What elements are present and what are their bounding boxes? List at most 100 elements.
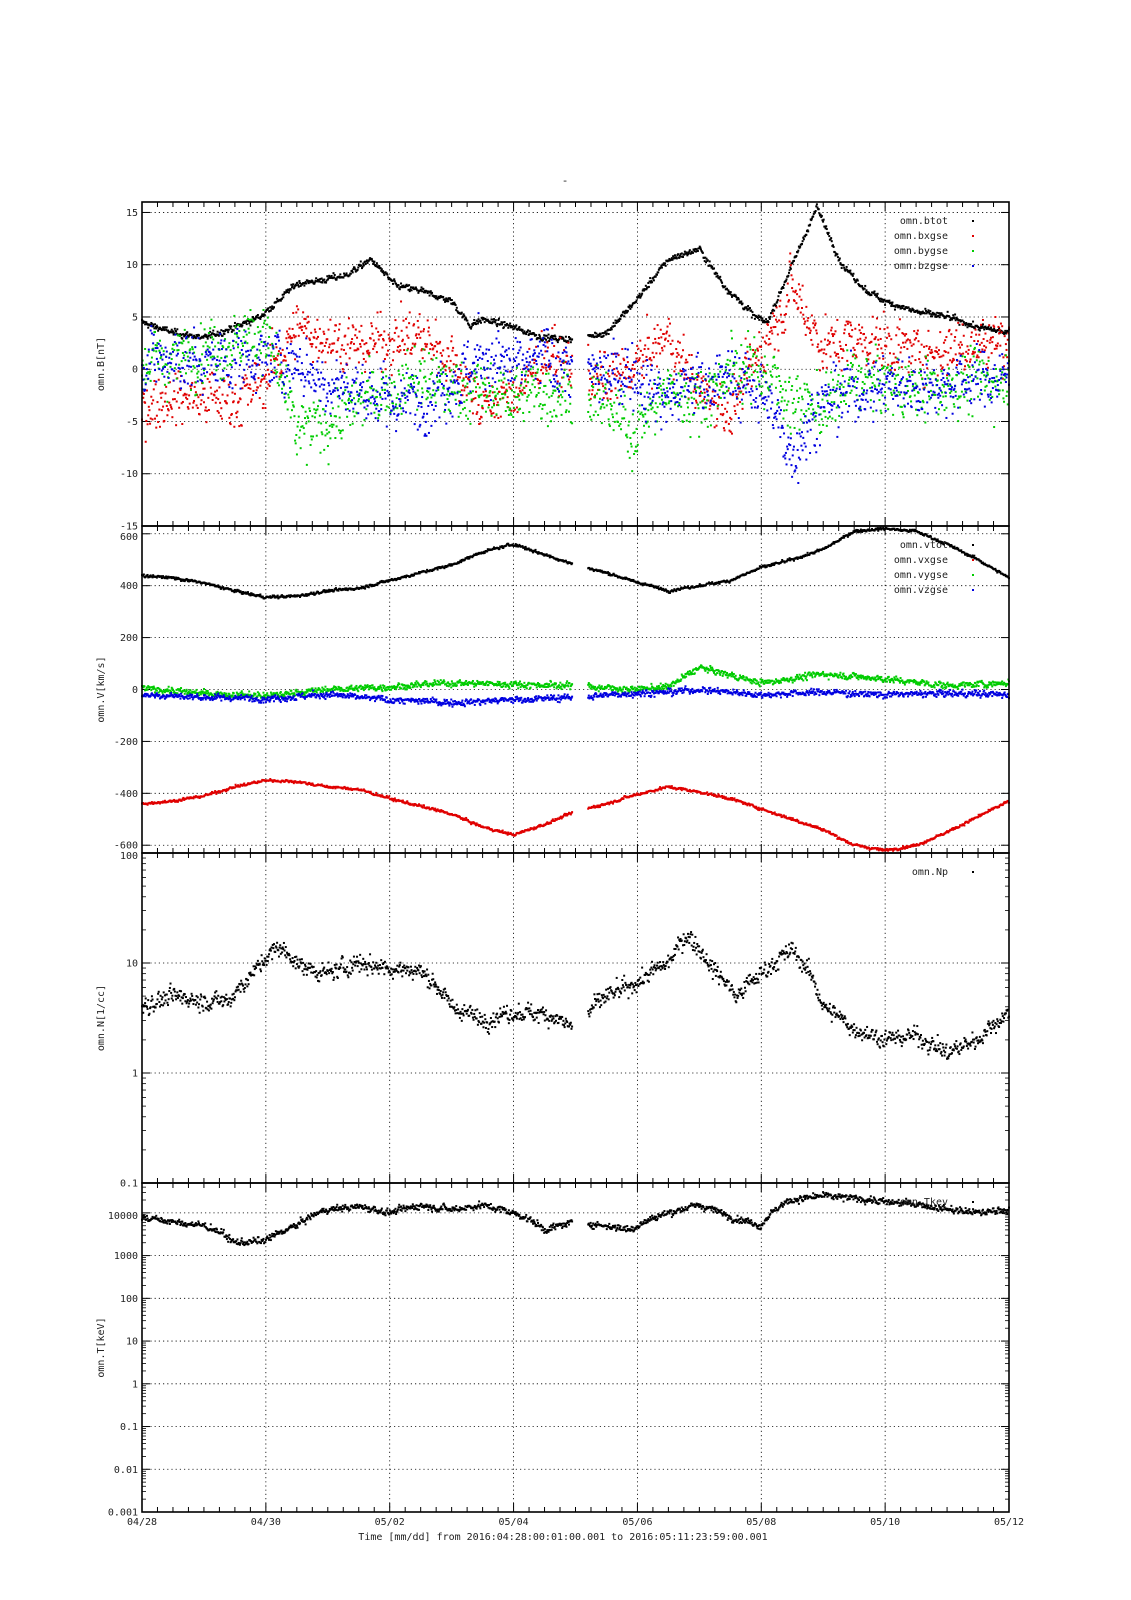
data-point xyxy=(955,316,958,319)
data-point xyxy=(170,407,173,410)
data-point xyxy=(928,395,931,398)
data-point xyxy=(688,354,691,357)
data-point xyxy=(554,357,557,360)
data-point xyxy=(718,396,721,399)
data-point xyxy=(587,393,590,396)
data-point xyxy=(552,334,555,337)
data-point xyxy=(387,333,390,336)
data-point xyxy=(308,337,311,340)
data-point xyxy=(166,370,169,373)
data-point xyxy=(466,377,469,380)
data-point xyxy=(334,436,337,439)
data-point xyxy=(977,325,980,328)
data-point xyxy=(871,333,874,336)
data-point xyxy=(647,285,650,288)
data-point xyxy=(708,380,711,383)
data-point xyxy=(745,365,748,368)
data-point xyxy=(448,386,451,389)
data-point xyxy=(213,357,216,360)
data-point xyxy=(290,340,293,343)
data-point xyxy=(240,360,243,363)
data-point xyxy=(228,386,231,389)
data-point xyxy=(621,348,624,351)
data-point xyxy=(487,376,490,379)
data-point xyxy=(382,270,385,273)
data-point xyxy=(595,362,598,365)
data-point xyxy=(514,360,517,363)
data-point xyxy=(446,398,449,401)
data-point xyxy=(314,390,317,393)
data-point xyxy=(179,370,182,373)
data-point xyxy=(981,325,984,328)
data-point xyxy=(597,380,600,383)
data-point xyxy=(931,311,934,314)
data-point xyxy=(628,306,631,309)
data-point xyxy=(507,402,510,405)
data-point xyxy=(387,276,390,279)
data-point xyxy=(268,325,271,328)
data-point xyxy=(831,335,834,338)
data-point xyxy=(415,288,418,291)
data-point xyxy=(299,447,302,450)
data-point xyxy=(455,379,458,382)
data-point xyxy=(564,411,567,414)
data-point xyxy=(356,268,359,271)
data-point xyxy=(677,353,680,356)
data-point xyxy=(203,334,206,337)
data-point xyxy=(905,333,908,336)
data-point xyxy=(993,426,996,429)
data-point xyxy=(767,321,770,324)
data-point xyxy=(228,416,231,419)
data-point xyxy=(203,367,206,370)
data-point xyxy=(520,378,523,381)
data-point xyxy=(633,374,636,377)
data-point xyxy=(310,438,313,441)
data-point xyxy=(627,386,630,389)
data-point xyxy=(927,309,930,312)
data-point xyxy=(341,399,344,402)
data-point xyxy=(470,374,473,377)
data-point xyxy=(900,346,903,349)
data-point xyxy=(895,334,898,337)
data-point xyxy=(957,343,960,346)
data-point xyxy=(530,338,533,341)
data-point xyxy=(815,369,818,372)
data-point xyxy=(815,203,818,206)
data-point xyxy=(168,372,171,375)
data-point xyxy=(883,372,886,375)
data-point xyxy=(941,367,944,370)
data-point xyxy=(912,343,915,346)
data-point xyxy=(871,382,874,385)
data-point xyxy=(762,371,765,374)
data-point xyxy=(409,383,412,386)
data-point xyxy=(253,378,256,381)
data-point xyxy=(765,318,768,321)
data-point xyxy=(700,250,703,253)
data-point xyxy=(771,312,774,315)
data-point xyxy=(449,379,452,382)
data-point xyxy=(711,378,714,381)
data-point xyxy=(787,300,790,303)
data-point xyxy=(699,246,702,249)
data-point xyxy=(423,348,426,351)
data-point xyxy=(184,359,187,362)
data-point xyxy=(276,381,279,384)
data-point xyxy=(515,356,518,359)
data-point xyxy=(359,264,362,267)
data-point xyxy=(567,410,570,413)
data-point xyxy=(954,353,957,356)
data-point xyxy=(775,301,778,304)
data-point xyxy=(561,396,564,399)
data-point xyxy=(525,370,528,373)
data-point xyxy=(168,401,171,404)
data-point xyxy=(601,398,604,401)
data-point xyxy=(879,409,882,412)
data-point xyxy=(719,370,722,373)
data-point xyxy=(375,389,378,392)
data-point xyxy=(848,332,851,335)
series-omn-bzgse xyxy=(141,312,1010,484)
data-point xyxy=(453,379,456,382)
data-point xyxy=(296,281,299,284)
data-point xyxy=(339,429,342,432)
data-point xyxy=(782,286,785,289)
